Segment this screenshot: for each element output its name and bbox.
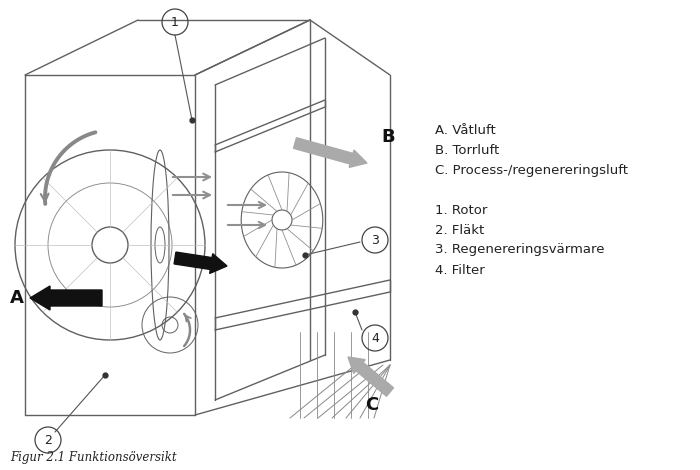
- Text: Figur 2.1 Funktionsöversikt: Figur 2.1 Funktionsöversikt: [10, 452, 176, 464]
- Text: B. Torrluft: B. Torrluft: [435, 143, 499, 157]
- FancyArrow shape: [30, 286, 102, 310]
- Text: C. Process-/regenereringsluft: C. Process-/regenereringsluft: [435, 164, 628, 177]
- Text: A: A: [10, 289, 24, 307]
- Text: 4: 4: [371, 331, 379, 345]
- Text: 2: 2: [44, 433, 52, 446]
- Text: 3: 3: [371, 234, 379, 246]
- FancyArrow shape: [348, 357, 393, 396]
- Text: 3. Regenereringsvärmare: 3. Regenereringsvärmare: [435, 243, 605, 257]
- Text: C: C: [365, 396, 378, 414]
- FancyArrow shape: [293, 138, 367, 167]
- Text: A. Våtluft: A. Våtluft: [435, 124, 496, 136]
- Text: B: B: [381, 128, 395, 146]
- FancyArrow shape: [174, 252, 227, 274]
- Text: 1: 1: [171, 16, 179, 29]
- Text: 1. Rotor: 1. Rotor: [435, 204, 487, 217]
- Text: 2. Fläkt: 2. Fläkt: [435, 224, 484, 236]
- Text: 4. Filter: 4. Filter: [435, 264, 485, 276]
